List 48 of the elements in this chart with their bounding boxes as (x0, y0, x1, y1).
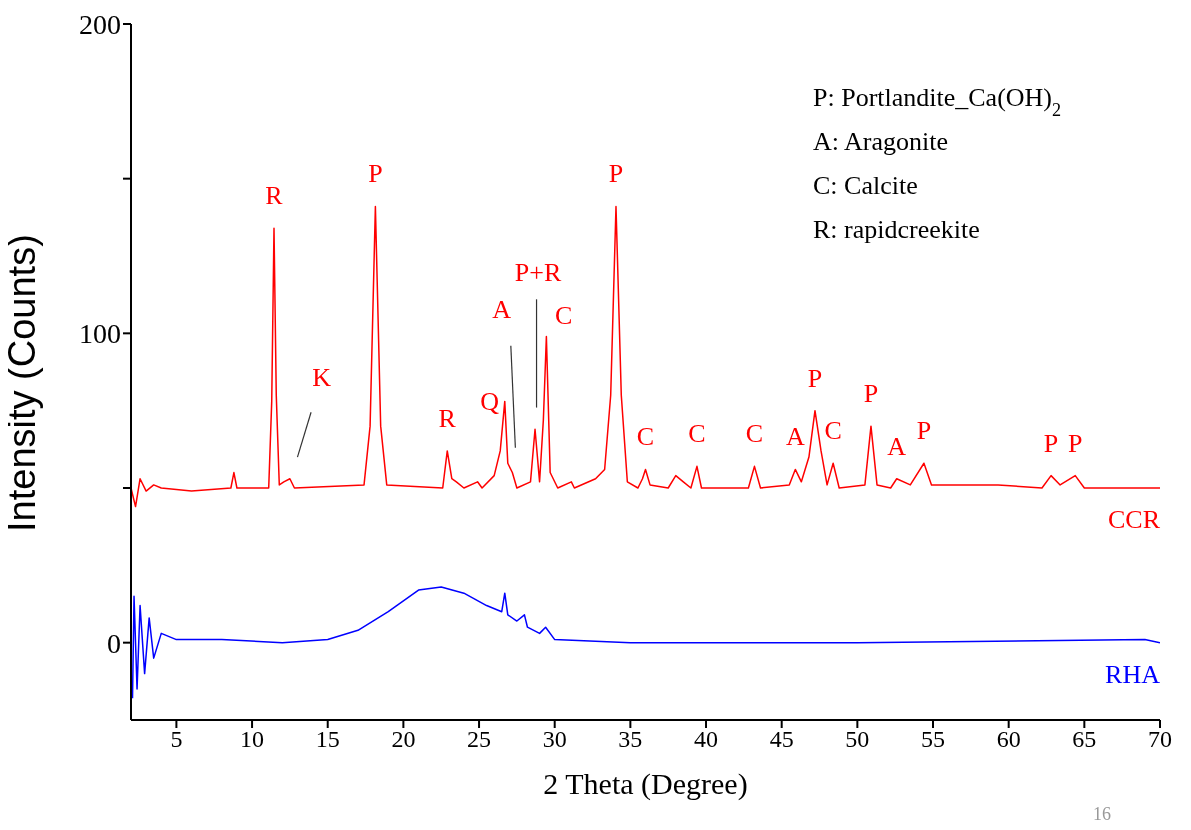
annotation: R (438, 403, 457, 433)
series-label: RHA (1105, 659, 1161, 689)
annotation: P+R (514, 257, 562, 287)
annotation: A: Aragonite (813, 127, 949, 156)
annotation: A (492, 294, 512, 324)
annotation: P (807, 363, 823, 393)
text: 16 (1093, 804, 1111, 824)
x-tick-label: 55 (921, 726, 946, 753)
annotation: C (745, 419, 764, 449)
annotation: P (863, 379, 879, 409)
x-tick-label: 25 (467, 726, 492, 753)
annotation: P: Portlandite_Ca(OH)$_{2}$ (813, 83, 1062, 120)
y-tick-label: 200 (79, 8, 121, 40)
x-axis-title: 2 Theta (Degree) (543, 767, 748, 801)
annotation: P (1043, 428, 1059, 458)
annotation: A (887, 431, 907, 461)
x-tick-label: 35 (618, 726, 643, 753)
x-tick-label: 30 (542, 726, 567, 753)
y-tick-label: 0 (107, 627, 121, 659)
line-series (131, 205, 1160, 508)
annotation: P (608, 159, 624, 189)
annotation: Q (480, 387, 500, 417)
x-tick-label: 70 (1148, 726, 1172, 753)
annotation: P (368, 159, 383, 189)
x-tick-label: 20 (391, 726, 416, 753)
annotation: R: rapidcreekite (813, 215, 980, 244)
x-tick-label: 50 (845, 726, 870, 753)
x-tick-label: 10 (240, 726, 265, 753)
annotation: C: Calcite (813, 171, 918, 200)
annotation: R (265, 181, 284, 211)
annotation: P (1068, 428, 1083, 458)
annotation: A (785, 422, 805, 452)
annotation: C (555, 300, 573, 330)
annotation: P (916, 416, 932, 446)
annotation: C (688, 419, 706, 449)
x-tick-label: 5 (170, 726, 183, 753)
x-tick-label: 60 (996, 726, 1021, 753)
series-label: CCR (1107, 505, 1161, 534)
line-series (131, 586, 1160, 700)
annotation: C (824, 416, 842, 446)
annotation: K (312, 362, 332, 392)
y-tick-label: 100 (79, 318, 121, 350)
x-tick-label: 15 (315, 726, 340, 753)
y-axis-title: Intensity (Counts) (1, 234, 44, 532)
x-tick-label: 40 (694, 726, 719, 753)
x-tick-label: 65 (1072, 726, 1097, 753)
annotation: C (636, 422, 655, 452)
x-tick-label: 45 (769, 726, 794, 753)
